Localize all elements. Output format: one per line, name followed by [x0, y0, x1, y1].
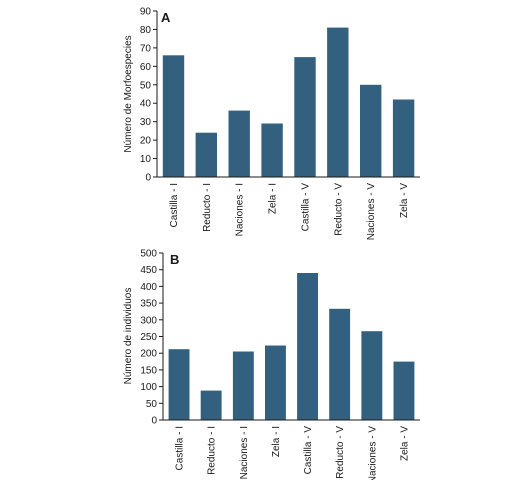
- panel-label-b: B: [170, 252, 179, 267]
- bar-a-5: [294, 57, 316, 177]
- y-tick-label-b-150: 150: [140, 365, 157, 376]
- y-tick-label-b-400: 400: [140, 282, 157, 293]
- y-tick-label-a-90: 90: [140, 7, 152, 18]
- y-tick-label-b-350: 350: [140, 299, 157, 310]
- bar-b-8: [393, 361, 415, 420]
- y-tick-label-a-50: 50: [140, 80, 152, 91]
- y-tick-label-a-30: 30: [140, 117, 152, 128]
- y-tick-label-b-100: 100: [140, 382, 157, 393]
- bar-b-2: [200, 390, 222, 420]
- bar-a-8: [392, 99, 415, 177]
- x-tick-label-b-7: Naciones - V: [367, 426, 378, 480]
- y-tick-label-b-450: 450: [140, 265, 157, 276]
- x-tick-label-a-2: Reducto - I: [202, 183, 213, 232]
- y-tick-label-a-0: 0: [145, 173, 151, 184]
- y-tick-label-a-80: 80: [140, 25, 152, 36]
- x-tick-label-b-3: Naciones - I: [239, 426, 250, 479]
- bar-a-7: [360, 84, 382, 177]
- panel-label-a: A: [161, 10, 171, 25]
- y-tick-label-b-250: 250: [140, 332, 157, 343]
- x-tick-label-a-6: Reducto - V: [333, 183, 344, 236]
- x-tick-label-a-1: Castilla - I: [169, 183, 180, 227]
- x-tick-label-b-6: Reducto - V: [335, 426, 346, 479]
- bar-b-5: [297, 273, 318, 420]
- x-tick-label-b-8: Zela - V: [399, 426, 410, 461]
- chart-panel-a: A Número de Morfoespecies 0 10 20 30 40 50 60 7…: [123, 7, 420, 241]
- x-tick-label-a-7: Naciones - V: [366, 183, 377, 241]
- y-tick-label-b-500: 500: [140, 249, 157, 260]
- x-tick-label-a-5: Castilla - V: [300, 183, 311, 232]
- bar-a-1: [162, 55, 185, 177]
- x-tick-label-a-8: Zela - V: [399, 183, 410, 218]
- y-axis-label-b: Número de individuos: [123, 288, 134, 385]
- y-tick-label-b-300: 300: [140, 315, 157, 326]
- bar-a-3: [228, 110, 250, 177]
- x-tick-label-b-2: Reducto - I: [207, 426, 218, 475]
- y-tick-label-a-70: 70: [140, 43, 152, 54]
- chart-panel-b: B Número de individuos 0 50 100 150 200 250 30…: [123, 249, 420, 480]
- x-tick-label-b-4: Zela - I: [271, 426, 282, 457]
- bar-b-4: [265, 345, 286, 420]
- y-tick-label-a-60: 60: [140, 62, 152, 73]
- bar-b-7: [361, 331, 383, 420]
- x-tick-label-a-4: Zela - I: [268, 183, 279, 214]
- x-tick-label-b-1: Castilla - I: [175, 426, 186, 470]
- y-tick-label-b-200: 200: [140, 349, 157, 360]
- bar-b-6: [329, 308, 351, 420]
- x-tick-label-b-5: Castilla - V: [303, 426, 314, 475]
- bar-b-1: [168, 349, 190, 420]
- y-tick-label-a-20: 20: [140, 136, 152, 147]
- y-tick-label-a-10: 10: [140, 154, 152, 165]
- y-tick-label-b-50: 50: [146, 399, 158, 410]
- y-axis-label-a: Número de Morfoespecies: [123, 35, 134, 152]
- x-tick-label-a-3: Naciones - I: [235, 183, 246, 236]
- y-tick-label-b-0: 0: [151, 416, 157, 427]
- bar-b-3: [232, 351, 254, 420]
- bar-a-6: [327, 27, 349, 177]
- y-tick-label-a-40: 40: [140, 99, 152, 110]
- bar-a-2: [195, 132, 217, 177]
- bar-a-4: [261, 123, 283, 177]
